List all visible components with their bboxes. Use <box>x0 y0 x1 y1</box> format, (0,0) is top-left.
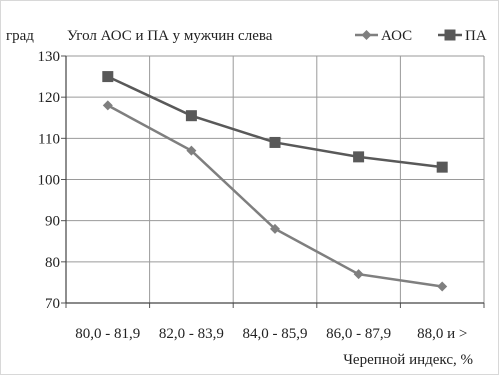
data-point-aos <box>186 145 197 156</box>
series-pa <box>102 71 448 173</box>
x-tick-label: 80,0 - 81,9 <box>75 326 140 342</box>
series-aos <box>102 100 448 292</box>
legend-item-pa: ПА <box>438 28 487 44</box>
legend-item-aos: АОС <box>355 28 412 44</box>
series-group <box>102 71 448 292</box>
y-axis-label: град <box>6 28 34 44</box>
y-tick-label: 90 <box>45 214 60 230</box>
data-point-pa <box>269 136 281 148</box>
x-tick-label: 88,0 и > <box>417 326 467 342</box>
grid <box>65 55 485 304</box>
y-tick-label: 110 <box>38 131 60 147</box>
x-tick-label: 82,0 - 83,9 <box>159 326 224 342</box>
data-point-aos <box>102 100 113 111</box>
axes: 70 80 90 100 110 120 130 80,0 - 81,9 82,0 - 83,9… <box>38 49 485 342</box>
legend-marker <box>444 29 456 41</box>
y-tick-label: 130 <box>38 49 61 65</box>
data-point-pa <box>185 110 197 122</box>
data-point-pa <box>353 151 365 163</box>
x-axis-label: Черепной индекс, % <box>343 352 473 368</box>
legend-label: АОС <box>381 28 412 44</box>
data-point-pa <box>436 161 448 173</box>
chart-title: Угол АОС и ПА у мужчин слева <box>67 28 273 44</box>
data-point-aos <box>270 223 280 234</box>
labels: град Угол АОС и ПА у мужчин слева Черепн… <box>6 28 473 368</box>
y-tick-label: 80 <box>45 255 60 271</box>
x-tick-label: 84,0 - 85,9 <box>243 326 308 342</box>
legend: АОС ПА <box>355 28 487 44</box>
legend-marker <box>361 30 372 40</box>
y-tick-label: 100 <box>38 173 61 189</box>
data-point-aos <box>437 281 448 292</box>
data-point-pa <box>102 71 114 83</box>
y-tick-label: 120 <box>38 90 61 106</box>
y-tick-label: 70 <box>45 296 60 312</box>
data-point-aos <box>353 269 364 280</box>
legend-label: ПА <box>465 28 487 44</box>
x-tick-label: 86,0 - 87,9 <box>326 326 391 342</box>
